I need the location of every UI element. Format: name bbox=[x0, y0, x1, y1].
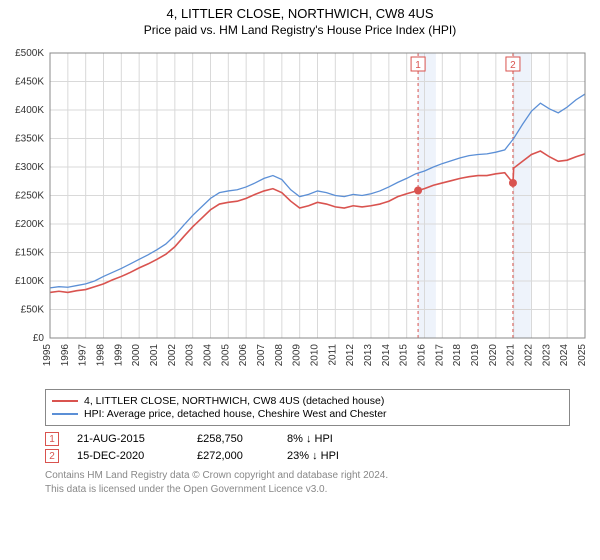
x-tick-label: 2011 bbox=[327, 344, 338, 366]
sale-date: 21-AUG-2015 bbox=[77, 433, 197, 445]
x-tick-label: 2009 bbox=[292, 344, 303, 367]
sale-flag-label: 1 bbox=[415, 60, 421, 71]
x-tick-label: 2020 bbox=[488, 344, 499, 367]
legend-swatch bbox=[52, 400, 78, 402]
legend-label: 4, LITTLER CLOSE, NORTHWICH, CW8 4US (de… bbox=[84, 395, 384, 407]
x-tick-label: 2001 bbox=[149, 344, 160, 367]
y-tick-label: £100K bbox=[15, 276, 44, 287]
x-tick-label: 2014 bbox=[381, 344, 392, 367]
sale-row: 1 21-AUG-2015£258,7508% ↓ HPI bbox=[45, 432, 570, 446]
x-tick-label: 2007 bbox=[256, 344, 267, 367]
x-tick-label: 2025 bbox=[577, 344, 588, 367]
y-tick-label: £150K bbox=[15, 248, 44, 259]
page-title: 4, LITTLER CLOSE, NORTHWICH, CW8 4US bbox=[0, 6, 600, 21]
x-tick-label: 2017 bbox=[434, 344, 445, 367]
x-tick-label: 2008 bbox=[274, 344, 285, 367]
legend-item: HPI: Average price, detached house, Ches… bbox=[52, 408, 563, 420]
x-tick-label: 2023 bbox=[541, 344, 552, 367]
y-tick-label: £250K bbox=[15, 191, 44, 202]
x-tick-label: 2002 bbox=[167, 344, 178, 367]
sale-price: £272,000 bbox=[197, 450, 287, 462]
sale-date: 15-DEC-2020 bbox=[77, 450, 197, 462]
sale-marker: 2 bbox=[45, 449, 59, 463]
y-tick-label: £450K bbox=[15, 77, 44, 88]
price-chart: £0 £50K £100K £150K £200K £250K £300K £350K £400… bbox=[0, 43, 600, 383]
y-tick-label: £300K bbox=[15, 162, 44, 173]
x-tick-label: 2005 bbox=[220, 344, 231, 367]
x-tick-label: 2021 bbox=[506, 344, 517, 367]
y-tick-label: £500K bbox=[15, 48, 44, 59]
y-tick-label: £50K bbox=[21, 305, 45, 316]
x-tick-label: 2003 bbox=[185, 344, 196, 367]
x-tick-label: 2015 bbox=[399, 344, 410, 367]
x-tick-label: 2022 bbox=[524, 344, 535, 367]
sale-flag-label: 2 bbox=[510, 60, 516, 71]
legend-item: 4, LITTLER CLOSE, NORTHWICH, CW8 4US (de… bbox=[52, 395, 563, 407]
sale-diff: 8% ↓ HPI bbox=[287, 433, 397, 445]
x-tick-label: 2016 bbox=[417, 344, 428, 367]
x-tick-label: 1995 bbox=[42, 344, 53, 367]
x-tick-label: 2024 bbox=[559, 344, 570, 367]
y-tick-label: £0 bbox=[33, 333, 45, 344]
sale-price: £258,750 bbox=[197, 433, 287, 445]
legend-label: HPI: Average price, detached house, Ches… bbox=[84, 408, 387, 420]
x-tick-label: 2013 bbox=[363, 344, 374, 367]
x-tick-label: 1998 bbox=[96, 344, 107, 367]
x-tick-label: 2000 bbox=[131, 344, 142, 367]
x-tick-label: 1996 bbox=[60, 344, 71, 367]
sale-marker: 1 bbox=[45, 432, 59, 446]
attribution-line: This data is licensed under the Open Gov… bbox=[45, 483, 570, 497]
sale-dot bbox=[509, 179, 517, 187]
y-tick-label: £400K bbox=[15, 105, 44, 116]
x-tick-label: 2012 bbox=[345, 344, 356, 367]
x-tick-label: 2018 bbox=[452, 344, 463, 367]
legend-swatch bbox=[52, 413, 78, 415]
y-tick-label: £350K bbox=[15, 134, 44, 145]
x-tick-label: 2004 bbox=[203, 344, 214, 367]
y-tick-label: £200K bbox=[15, 219, 44, 230]
x-tick-label: 2019 bbox=[470, 344, 481, 367]
page-subtitle: Price paid vs. HM Land Registry's House … bbox=[0, 23, 600, 37]
x-tick-label: 1999 bbox=[113, 344, 124, 367]
attribution: Contains HM Land Registry data © Crown c… bbox=[45, 469, 570, 496]
attribution-line: Contains HM Land Registry data © Crown c… bbox=[45, 469, 570, 483]
x-tick-label: 2006 bbox=[238, 344, 249, 367]
sale-row: 2 15-DEC-2020£272,00023% ↓ HPI bbox=[45, 449, 570, 463]
sales-table: 1 21-AUG-2015£258,7508% ↓ HPI 2 15-DEC-2020… bbox=[45, 432, 570, 463]
x-tick-label: 1997 bbox=[78, 344, 89, 367]
sale-diff: 23% ↓ HPI bbox=[287, 450, 397, 462]
sale-dot bbox=[414, 187, 422, 195]
legend: 4, LITTLER CLOSE, NORTHWICH, CW8 4US (de… bbox=[45, 389, 570, 426]
x-tick-label: 2010 bbox=[310, 344, 321, 367]
